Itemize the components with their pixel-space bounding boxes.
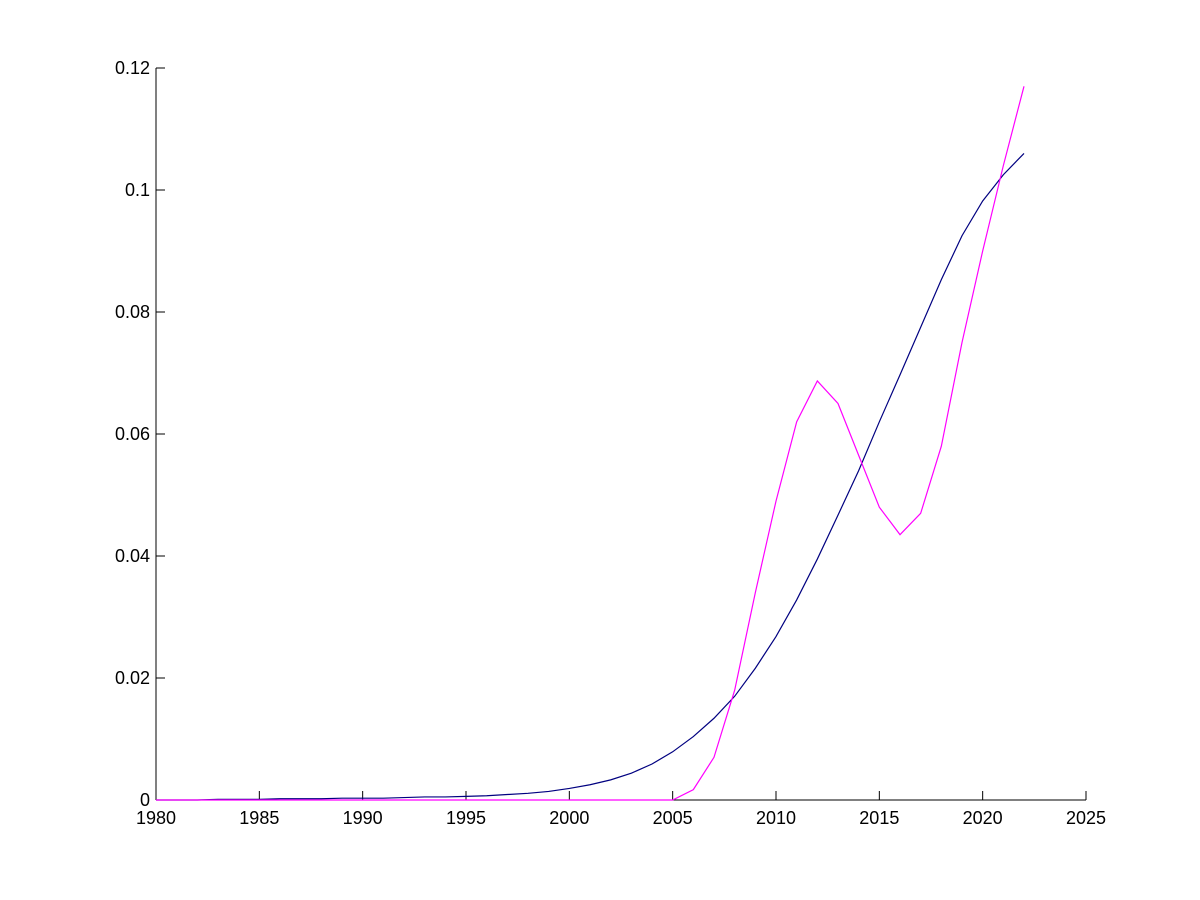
y-tick-label: 0.06 [115,424,150,444]
x-tick-label: 2020 [963,808,1003,828]
y-tick-label: 0.1 [125,180,150,200]
y-tick-label: 0 [140,790,150,810]
x-tick-label: 2010 [756,808,796,828]
x-tick-label: 2025 [1066,808,1106,828]
y-tick-label: 0.02 [115,668,150,688]
x-tick-label: 2000 [549,808,589,828]
y-tick-label: 0.04 [115,546,150,566]
x-tick-label: 1990 [343,808,383,828]
y-tick-label: 0.12 [115,58,150,78]
x-tick-label: 1995 [446,808,486,828]
data-line [156,152,1025,801]
y-tick-label: 0.08 [115,302,150,322]
x-tick-label: 2015 [859,808,899,828]
data-line [156,86,1025,801]
x-tick-label: 1980 [136,808,176,828]
x-tick-label: 1985 [239,808,279,828]
x-tick-label: 2005 [653,808,693,828]
